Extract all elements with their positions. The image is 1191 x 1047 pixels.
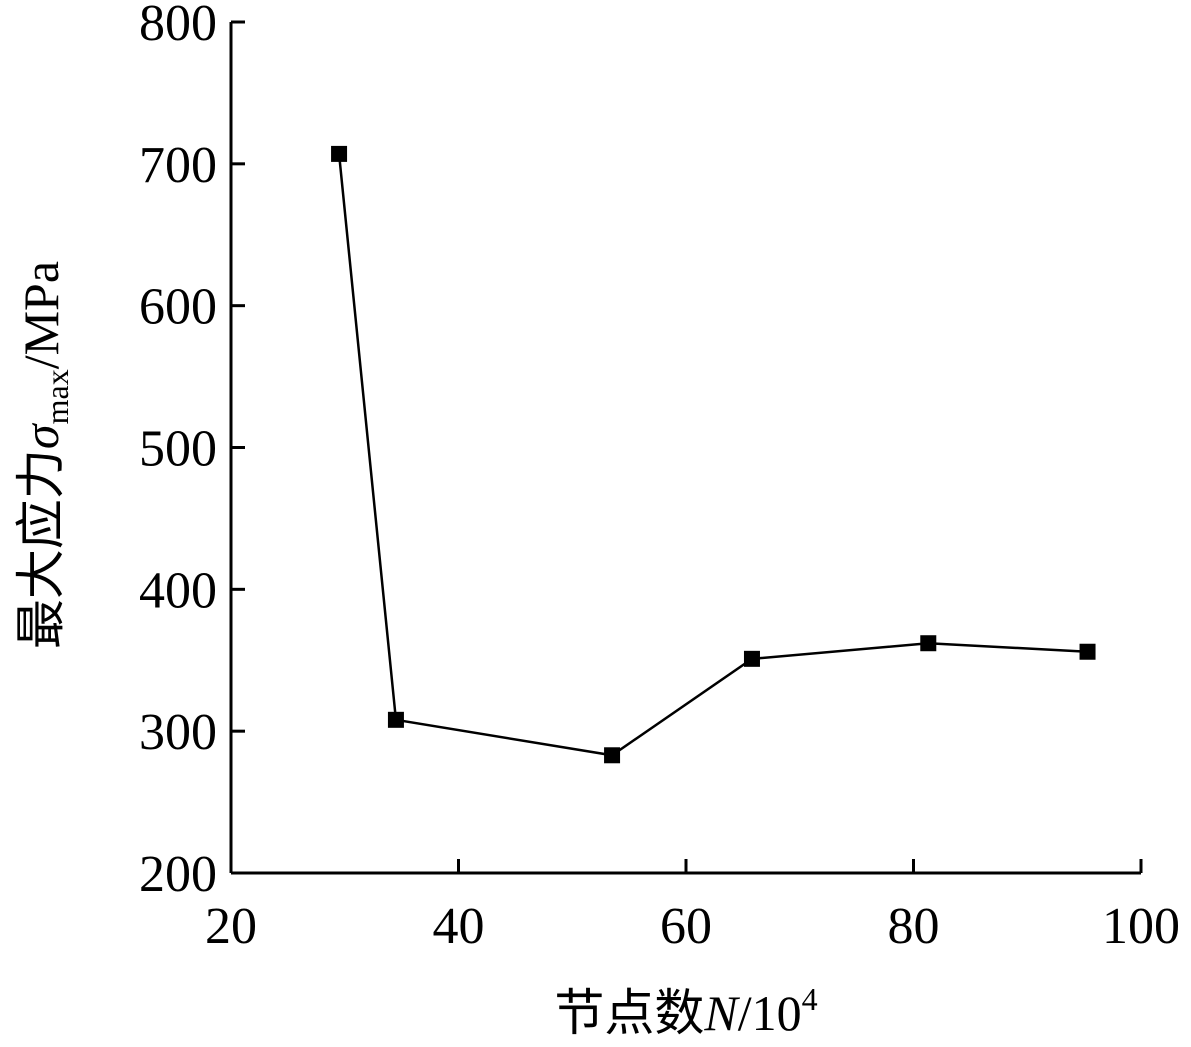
y-tick-label: 500 [139, 421, 217, 478]
x-tick-label: 20 [205, 898, 257, 955]
y-axis-title-subscript: max [39, 369, 75, 424]
x-axis-title: 节点数N/104 [554, 981, 817, 1041]
x-tick-label: 100 [1102, 898, 1180, 955]
y-tick-label: 700 [139, 137, 217, 194]
data-point-marker [387, 711, 404, 728]
y-ticks: 200 300 400 500 600 700 800 [139, 0, 245, 903]
data-point-marker [1079, 643, 1096, 660]
y-tick-label: 300 [139, 704, 217, 761]
x-tick-label: 60 [660, 898, 712, 955]
x-axis-title-superscript: 4 [802, 981, 818, 1017]
y-axis-title: 最大应力σmax/MPa [13, 261, 75, 649]
y-tick-label: 800 [139, 0, 217, 52]
x-ticks: 20 40 60 80 100 [205, 859, 1180, 955]
y-axis-title-unit: /MPa [13, 261, 69, 369]
y-tick-label: 600 [139, 279, 217, 336]
data-point-marker [743, 650, 760, 667]
y-tick-label: 400 [139, 562, 217, 619]
data-point-marker [604, 747, 621, 764]
series [331, 145, 1096, 764]
x-axis-title-variable: N [703, 985, 740, 1041]
x-axis-title-unit: /10 [738, 985, 802, 1041]
y-tick-label: 200 [139, 846, 217, 903]
x-tick-label: 80 [888, 898, 940, 955]
data-point-marker [331, 145, 348, 162]
x-tick-label: 40 [433, 898, 485, 955]
y-axis-title-variable: σ [13, 422, 69, 449]
data-point-marker [920, 635, 937, 652]
x-axis-title-prefix: 节点数 [554, 985, 704, 1041]
series-line [337, 153, 1088, 757]
y-axis-title-prefix: 最大应力 [13, 449, 69, 649]
